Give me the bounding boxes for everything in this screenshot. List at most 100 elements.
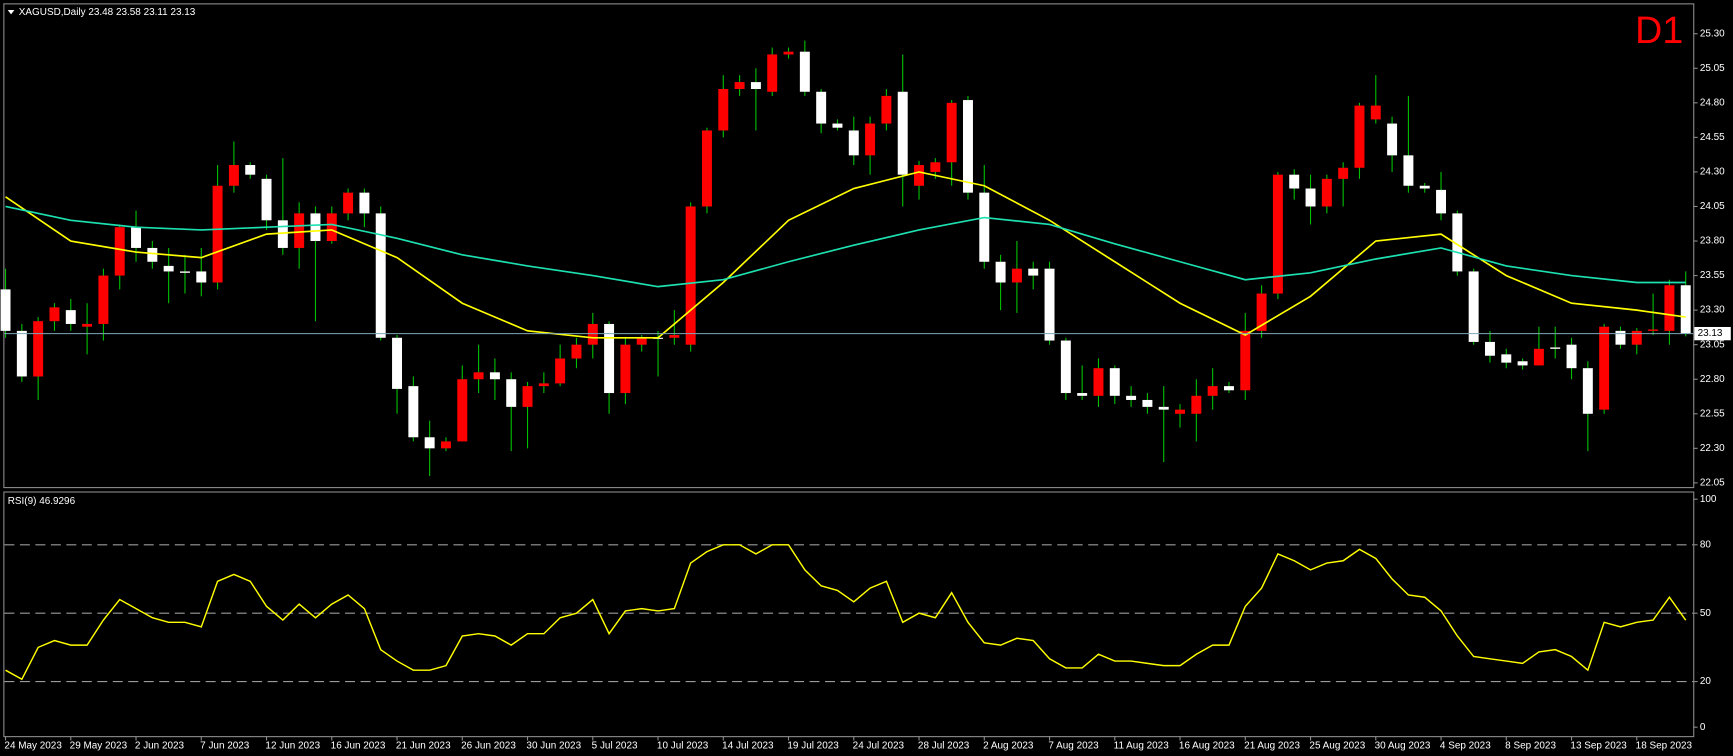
candle-body [375,213,386,338]
x-tick-label: 28 Jul 2023 [918,741,970,752]
candle-body [1093,368,1104,396]
candle-body [816,91,827,124]
candle-body [848,130,859,156]
candle-body [179,271,190,273]
candle-body [555,358,566,384]
candle-body [865,123,876,156]
candle-body [1648,329,1659,331]
last-price-box [1694,326,1731,341]
candle-body [1468,271,1479,342]
candle-body [49,307,60,322]
x-tick-label: 30 Jun 2023 [526,741,581,752]
candle-body [1631,330,1642,345]
candle-body [522,386,533,407]
x-tick-label: 16 Aug 2023 [1179,741,1235,752]
y-tick-label: 24.80 [1700,97,1725,108]
x-tick-label: 12 Jun 2023 [265,741,320,752]
y-tick-label: 0 [1700,722,1706,733]
candle-body [277,220,288,248]
y-tick-label: 23.80 [1700,236,1725,247]
y-tick-label: 22.05 [1700,478,1725,489]
candle-body [489,372,500,380]
x-tick-label: 19 Jul 2023 [787,741,839,752]
candle-body [962,100,973,193]
candle-body [245,165,256,175]
candle-body [685,206,696,345]
candle-body [571,344,582,359]
candle-body [1028,268,1039,276]
candle-body [1517,361,1528,366]
candle-body [1011,268,1022,283]
candle-body [65,310,76,324]
candle-body [1289,174,1300,189]
rsi-panel [3,491,1695,738]
moving-average [5,171,1686,339]
timeframe-badge: D1 [1635,9,1683,51]
candle-body [914,165,925,186]
candle-body [506,379,517,407]
candle-body [881,95,892,124]
candle-body [979,192,990,262]
candle-body [620,344,631,394]
candle-body [310,213,321,242]
candle-body [832,123,843,128]
x-tick-label: 7 Aug 2023 [1048,741,1099,752]
candle-body [1403,155,1414,186]
candle-body [1142,399,1153,407]
x-tick-label: 10 Jul 2023 [657,741,709,752]
candle-body [750,82,761,90]
candle-body [424,437,435,449]
candle-body [359,192,370,214]
candle-body [538,383,549,387]
candle-body [1321,178,1332,207]
chart-title: XAGUSD,Daily 23.48 23.58 23.11 23.13 [19,7,196,18]
y-tick-label: 20 [1700,676,1712,687]
candle-body [1109,368,1120,396]
candle-body [228,165,239,186]
candle-body [294,213,305,248]
candle-body [718,89,729,131]
candle-body [1338,167,1349,179]
candle-body [1126,395,1137,400]
candle-body [1158,406,1169,410]
candle-body [604,323,615,394]
candle-body [1077,393,1088,396]
y-tick-label: 25.05 [1700,63,1725,74]
candle-body [995,261,1006,283]
candle-body [1582,368,1593,414]
candle-body [783,51,794,55]
x-tick-label: 13 Sep 2023 [1570,741,1627,752]
y-tick-label: 50 [1700,608,1712,619]
candle-body [33,321,44,377]
candle-body [98,275,109,324]
x-tick-label: 18 Sep 2023 [1636,741,1693,752]
menu-arrow[interactable] [7,9,15,15]
x-tick-label: 7 Jun 2023 [200,741,250,752]
candle-body [1223,386,1234,391]
candle-body [1566,344,1577,369]
candle-body [1419,185,1430,189]
candle-body [1256,293,1267,331]
y-tick-label: 80 [1700,539,1712,550]
rsi-title: RSI(9) 46.9296 [8,496,76,507]
y-tick-label: 100 [1700,494,1717,505]
candle-body [16,330,27,377]
x-tick-label: 21 Jun 2023 [396,741,451,752]
candle-body [473,372,484,380]
x-tick-label: 26 Jun 2023 [461,741,516,752]
candle-body [82,323,93,327]
candle-body [440,441,451,449]
y-tick-label: 24.05 [1700,201,1725,212]
x-tick-label: 2 Aug 2023 [983,741,1034,752]
candle-body [131,227,142,248]
x-tick-label: 29 May 2023 [70,741,128,752]
candle-body [1240,330,1251,391]
y-tick-label: 24.55 [1700,132,1725,143]
y-tick-label: 24.30 [1700,167,1725,178]
candle-body [326,213,337,242]
candle-body [1175,409,1186,414]
candle-body [457,379,468,442]
candle-body [669,335,680,338]
x-tick-label: 24 Jul 2023 [853,741,905,752]
candle-body [1664,285,1675,331]
